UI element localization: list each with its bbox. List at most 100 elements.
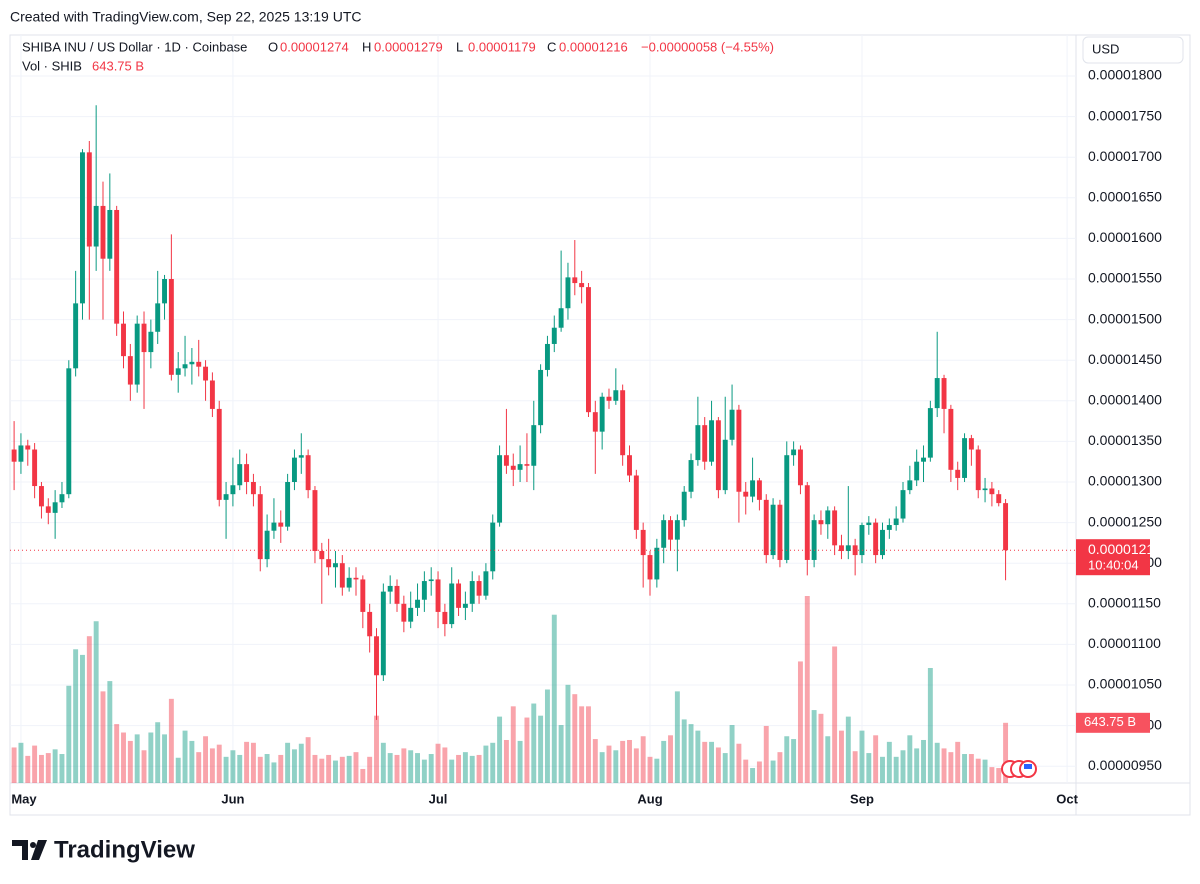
y-tick-label: 0.00001150	[1088, 594, 1161, 610]
candle-body	[11, 449, 17, 462]
volume-bar	[695, 730, 701, 783]
event-flags	[1001, 760, 1037, 778]
logo-dot	[30, 842, 36, 848]
x-tick-label: Aug	[637, 791, 662, 806]
candle-body	[216, 408, 222, 500]
candle-body	[517, 464, 523, 470]
candle-body	[168, 279, 174, 375]
candle-body	[394, 585, 400, 604]
y-tick-label: 0.00001100	[1088, 635, 1161, 651]
candle-body	[285, 481, 291, 527]
candle-body	[640, 529, 646, 556]
volume-bar	[483, 745, 489, 783]
volume-bar	[702, 741, 708, 783]
volume-bar	[271, 762, 277, 783]
currency-label: USD	[1092, 41, 1119, 56]
volume-bar	[551, 614, 557, 783]
volume-bar	[784, 736, 790, 783]
volume-bar	[162, 734, 167, 783]
candle-body	[38, 486, 44, 507]
candle-body	[421, 581, 427, 600]
candle-body	[134, 323, 140, 385]
volume-bar	[921, 739, 926, 783]
candle-body	[503, 455, 509, 466]
volume-bar	[326, 754, 332, 783]
last-price-box	[1076, 539, 1150, 576]
x-tick-label: Jun	[221, 791, 244, 806]
y-tick-label: 0.00001800	[1088, 67, 1162, 83]
candle-body	[32, 449, 38, 487]
candle-body	[715, 420, 721, 491]
volume-bar	[715, 747, 721, 783]
candle-body	[524, 464, 530, 466]
volume-label-box	[1076, 712, 1150, 733]
candle-body	[613, 390, 619, 401]
candle-body	[804, 485, 810, 560]
volume-bar	[114, 724, 120, 783]
volume-bar	[880, 756, 885, 783]
volume-bar	[825, 736, 831, 783]
volume-bar	[797, 661, 803, 783]
candle-body	[914, 461, 920, 481]
candle-body	[729, 409, 735, 440]
volume-bar	[298, 743, 304, 783]
volume-bar	[107, 681, 113, 783]
candle-body	[852, 545, 858, 556]
candle-body	[538, 369, 544, 426]
candle-body	[982, 488, 988, 491]
y-tick-label: 0.00001050	[1088, 676, 1162, 692]
volume-bar	[333, 760, 338, 783]
volume-value: 643.75 B	[92, 58, 144, 73]
candle-body	[476, 581, 482, 596]
volume-bar	[804, 596, 810, 783]
volume-bar	[223, 756, 229, 783]
volume-bar	[661, 740, 667, 783]
ohlc-value: 0.00001279	[374, 39, 443, 54]
volume-bar	[517, 740, 523, 783]
candle-body	[387, 585, 393, 592]
candle-body	[244, 464, 250, 482]
volume-bar	[32, 745, 38, 783]
candle-body	[962, 438, 968, 478]
candle-body	[278, 522, 284, 527]
volume-bar	[763, 725, 769, 783]
volume-bar	[907, 735, 913, 783]
candle-body	[127, 356, 133, 385]
candle-body	[312, 490, 318, 552]
candle-body	[859, 525, 865, 556]
volume-name: Vol · SHIB	[22, 58, 82, 73]
candle-body	[449, 583, 455, 625]
volume-bar	[791, 739, 797, 783]
last-price-label: 0.00001216	[1088, 541, 1162, 557]
volume-bar	[490, 742, 496, 783]
volume-bar	[305, 737, 311, 783]
volume-bar	[640, 736, 646, 783]
candle-body	[627, 455, 632, 476]
volume-bar	[216, 744, 222, 783]
volume-bar	[469, 755, 475, 783]
volume-bar	[250, 742, 256, 783]
candle-body	[791, 449, 797, 456]
volume-bar	[25, 755, 31, 783]
volume-bar	[421, 759, 427, 783]
candle-body	[462, 603, 468, 608]
volume-bar	[155, 722, 161, 783]
candle-body	[586, 287, 591, 413]
volume-bar	[592, 739, 598, 783]
volume-bar	[209, 748, 215, 783]
candle-body	[661, 520, 667, 548]
currency-button[interactable]	[1082, 36, 1184, 64]
candle-body	[722, 439, 728, 491]
candle-body	[1003, 503, 1009, 551]
candle-body	[483, 571, 489, 596]
volume-bar	[52, 749, 58, 783]
candle-body	[709, 420, 715, 462]
ohlc-key: L	[456, 39, 463, 54]
volume-bar	[654, 758, 660, 783]
volume-bar	[859, 730, 865, 783]
chart-frame	[9, 34, 1191, 816]
candle-body	[996, 494, 1002, 504]
volume-bar	[620, 740, 626, 783]
